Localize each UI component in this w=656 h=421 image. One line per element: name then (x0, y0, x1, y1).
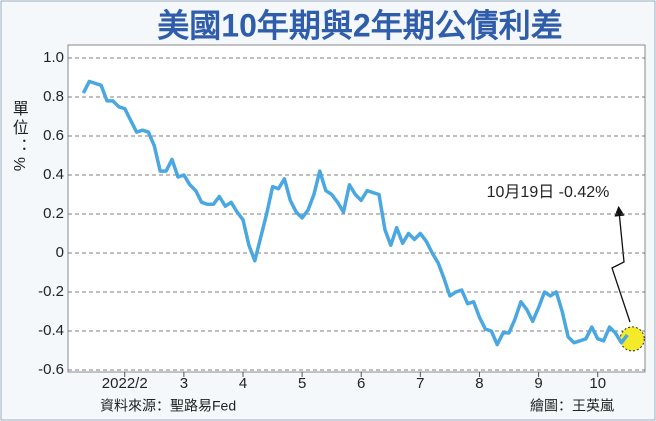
x-tick-label: 10 (589, 375, 606, 392)
x-tick-label: 9 (534, 375, 542, 392)
y-tick-label: -0.4 (38, 322, 64, 339)
y-tick-label: 0.4 (43, 166, 64, 183)
annotation-arrow (611, 205, 631, 323)
y-tick-label: 0.2 (43, 205, 64, 222)
credit: 繪圖：王英嵐 (530, 398, 614, 414)
y-tick-label: 0.8 (43, 88, 64, 105)
y-axis-label: 單位：% (10, 100, 29, 174)
y-tick-label: -0.2 (38, 283, 64, 300)
x-tick-label: 7 (416, 375, 424, 392)
x-tick-label: 3 (180, 375, 188, 392)
y-tick-label: -0.6 (38, 361, 64, 378)
x-tick-label: 5 (298, 375, 306, 392)
y-tick-label: 0.6 (43, 127, 64, 144)
plot-area (67, 44, 646, 373)
annotation: 10月19日 -0.42% (487, 184, 610, 201)
y-tick-label: 0 (56, 244, 64, 261)
x-tick-label: 2022/2 (102, 375, 148, 392)
line (81, 79, 629, 347)
x-tick-label: 8 (475, 375, 483, 392)
x-tick-label: 4 (239, 375, 247, 392)
y-tick-label: 1.0 (43, 49, 64, 66)
chart-title: 美國10年期與2年期公債利差 (157, 7, 562, 43)
source: 資料來源：聖路易Fed (100, 398, 236, 414)
x-tick-label: 6 (357, 375, 365, 392)
